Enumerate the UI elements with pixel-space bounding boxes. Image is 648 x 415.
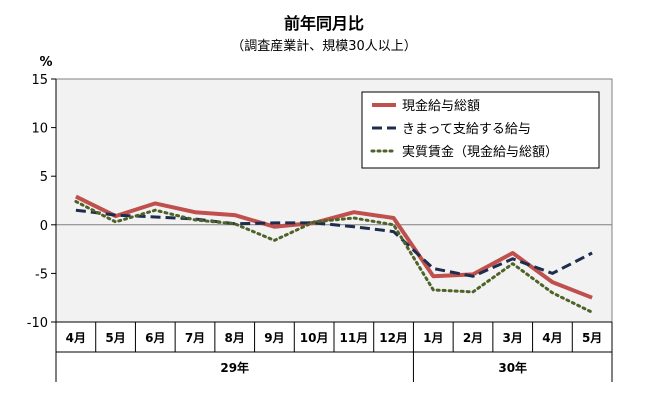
x-tick-label: 9月 <box>264 331 284 345</box>
x-tick-label: 12月 <box>379 331 408 345</box>
chart-subtitle: （調査産業計、規模30人以上） <box>231 39 417 54</box>
legend-box <box>361 91 600 169</box>
legend-label: 実質賃金（現金給与総額） <box>402 144 558 160</box>
series-line <box>75 194 593 300</box>
series-line <box>74 200 594 314</box>
x-tick-label: 5月 <box>105 331 125 345</box>
x-tick-label: 1月 <box>423 331 443 345</box>
y-tick-label: 5 <box>40 170 48 185</box>
y-tick-label: 0 <box>40 219 48 234</box>
y-tick-label: -5 <box>35 267 48 282</box>
x-tick-label: 5月 <box>582 331 602 345</box>
series-line <box>75 208 593 278</box>
x-tick-label: 4月 <box>542 331 562 345</box>
x-tick-label: 3月 <box>503 331 523 345</box>
x-tick-label: 11月 <box>340 331 369 345</box>
x-tick-label: 6月 <box>145 331 165 345</box>
x-tick-label: 2月 <box>463 331 483 345</box>
legend-label: 現金給与総額 <box>402 98 480 114</box>
y-axis-unit: % <box>39 55 52 70</box>
group-label: 30年 <box>498 360 527 375</box>
y-tick-label: 10 <box>31 122 48 137</box>
legend-label: きまって支給する給与 <box>402 122 531 137</box>
chart-title: 前年同月比 <box>283 14 364 33</box>
x-tick-label: 7月 <box>185 331 205 345</box>
x-tick-label: 10月 <box>300 331 329 345</box>
group-label: 29年 <box>220 360 249 375</box>
y-tick-label: 15 <box>31 73 48 88</box>
x-tick-label: 4月 <box>66 331 86 345</box>
y-tick-label: -10 <box>27 316 48 331</box>
x-tick-label: 8月 <box>225 331 245 345</box>
